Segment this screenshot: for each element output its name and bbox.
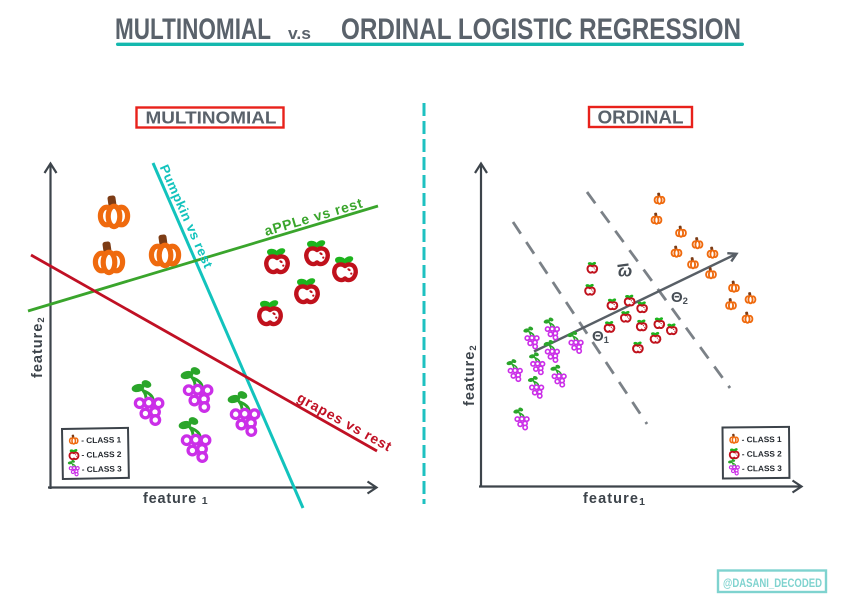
svg-text:feature 1: feature 1 <box>143 491 208 507</box>
svg-text:feature1: feature1 <box>583 491 646 508</box>
svg-text:MULTINOMIAL: MULTINOMIAL <box>146 108 277 128</box>
svg-text:feature2: feature2 <box>462 344 479 406</box>
svg-text:v.s: v.s <box>288 24 311 43</box>
svg-text:aPPLe vs rest: aPPLe vs rest <box>262 194 365 238</box>
svg-text:- CLASS 3: - CLASS 3 <box>742 464 783 473</box>
svg-text:- CLASS 2: - CLASS 2 <box>742 449 783 458</box>
svg-text:Θ2: Θ2 <box>671 289 688 307</box>
svg-text:MULTINOMIAL: MULTINOMIAL <box>115 13 271 46</box>
svg-text:- CLASS 1: - CLASS 1 <box>742 435 783 444</box>
svg-text:grapes vs rest: grapes vs rest <box>295 389 396 454</box>
svg-text:- CLASS 2: - CLASS 2 <box>81 450 122 460</box>
svg-text:- CLASS 3: - CLASS 3 <box>82 464 123 474</box>
svg-text:@DASANI_DECODED: @DASANI_DECODED <box>723 576 822 590</box>
svg-text:- CLASS 1: - CLASS 1 <box>81 435 122 445</box>
svg-text:ORDINAL: ORDINAL <box>598 108 684 128</box>
svg-text:feature2: feature2 <box>30 316 47 378</box>
svg-text:ORDINAL LOGISTIC REGRESSION: ORDINAL LOGISTIC REGRESSION <box>341 13 741 46</box>
